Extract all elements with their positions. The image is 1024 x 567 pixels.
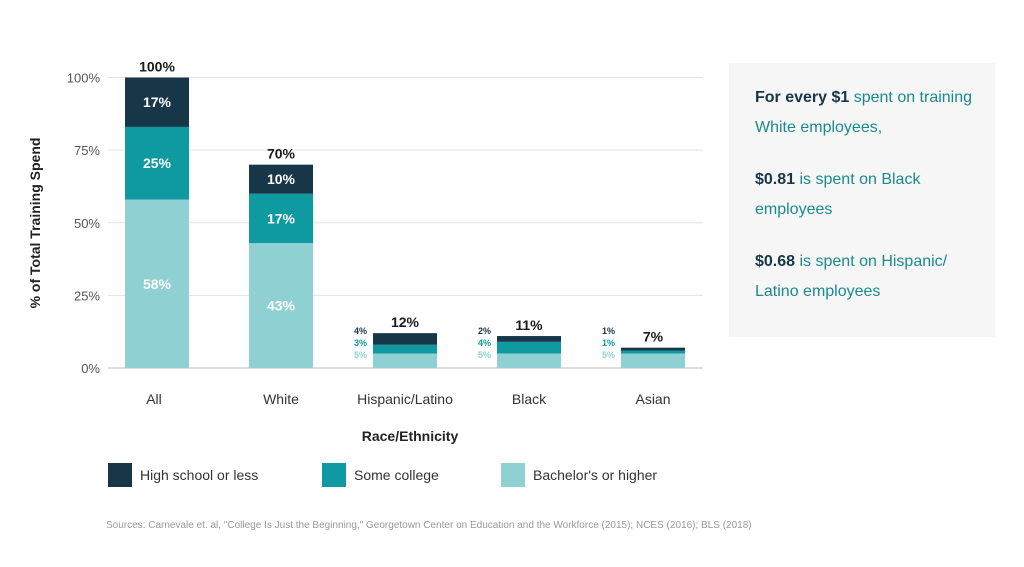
legend-swatch-bachelors xyxy=(501,463,525,487)
segment-label: 10% xyxy=(267,171,296,187)
bar-segment xyxy=(497,353,561,368)
callout-text-3: is spent on Hispanic/ Latino employees xyxy=(755,253,948,300)
bar-segment xyxy=(249,243,313,368)
y-axis-ticks: 0% 25% 50% 75% 100% xyxy=(67,71,101,376)
legend-swatch-some-college xyxy=(322,463,346,487)
bar-total-label: 7% xyxy=(643,329,664,345)
x-category-label: White xyxy=(263,391,299,407)
legend-label-bachelors: Bachelor's or higher xyxy=(533,467,658,483)
callout-text-1: spent on training White employees, xyxy=(755,89,973,136)
legend-label-some-college: Some college xyxy=(354,467,439,483)
bar-total-label: 11% xyxy=(515,317,543,333)
y-tick-label: 25% xyxy=(74,288,100,303)
bar-segment xyxy=(249,164,313,194)
bar-segment xyxy=(497,336,561,342)
callout-bold-3: $0.68 xyxy=(755,253,796,270)
segment-side-label: 5% xyxy=(478,350,491,360)
bar-segment xyxy=(373,333,437,345)
y-tick-label: 75% xyxy=(74,143,100,158)
callout-box: For every $1 spent on training White emp… xyxy=(729,63,995,337)
callout-bold-1: For every $1 xyxy=(755,89,850,106)
stacked-bar-chart: 0% 25% 50% 75% 100% 58% 25% 17% 100% 43% 17% 10% 70… xyxy=(27,59,703,444)
segment-side-label: 5% xyxy=(602,350,615,360)
bar-segment xyxy=(125,77,189,127)
segment-label: 17% xyxy=(267,210,296,226)
segment-side-label: 5% xyxy=(354,350,367,360)
y-axis-title: % of Total Training Spend xyxy=(27,138,43,309)
bar-total-label: 12% xyxy=(391,314,420,330)
segment-label: 25% xyxy=(143,155,172,171)
x-axis-categories: All White Hispanic/Latino Black Asian xyxy=(146,391,670,407)
bar-segment xyxy=(621,350,685,354)
segment-label: 17% xyxy=(143,94,172,110)
segment-side-label: 3% xyxy=(354,338,367,348)
bar-segment xyxy=(621,353,685,368)
y-tick-label: 100% xyxy=(67,71,101,86)
bar-segment xyxy=(497,341,561,354)
callout-text-2: is spent on Black employees xyxy=(755,171,921,218)
bar-segment xyxy=(125,199,189,368)
x-category-label: All xyxy=(146,391,162,407)
legend-item-some-college: Some college xyxy=(322,462,439,488)
legend-label-high-school: High school or less xyxy=(140,467,259,483)
y-tick-label: 50% xyxy=(74,216,100,231)
x-category-label: Hispanic/Latino xyxy=(357,391,453,407)
bars: 58% 25% 17% 100% 43% 17% 10% 70% 5% 3% 4% 12% 5% 4% 2%… xyxy=(125,59,685,368)
segment-side-label: 4% xyxy=(478,338,491,348)
callout-bold-2: $0.81 xyxy=(755,171,796,188)
x-axis-title: Race/Ethnicity xyxy=(362,428,459,444)
segment-side-label: 2% xyxy=(478,326,491,336)
bar-segment xyxy=(249,193,313,244)
legend-item-bachelors: Bachelor's or higher xyxy=(501,462,657,488)
segment-side-label: 1% xyxy=(602,326,615,336)
segment-label: 43% xyxy=(267,298,296,314)
x-category-label: Black xyxy=(512,391,547,407)
gridlines xyxy=(108,77,703,369)
source-note: Sources: Carnevale et. al, "College Is J… xyxy=(106,520,752,531)
legend-item-high-school: High school or less xyxy=(108,462,258,488)
bar-total-label: 70% xyxy=(267,146,296,162)
legend-swatch-high-school xyxy=(108,463,132,487)
bar-segment xyxy=(621,347,685,351)
callout-line-1: For every $1 spent on training White emp… xyxy=(755,83,977,143)
bar-total-label: 100% xyxy=(139,59,175,75)
segment-side-label: 1% xyxy=(602,338,615,348)
callout-line-3: $0.68 is spent on Hispanic/ Latino emplo… xyxy=(755,247,977,307)
callout-line-2: $0.81 is spent on Black employees xyxy=(755,165,977,225)
bar-segment xyxy=(125,126,189,200)
x-category-label: Asian xyxy=(635,391,670,407)
legend: High school or less Some college Bachelo… xyxy=(108,462,708,490)
bar-segment xyxy=(373,344,437,354)
segment-label: 58% xyxy=(143,276,172,292)
y-tick-label: 0% xyxy=(81,361,100,376)
bar-segment xyxy=(373,353,437,368)
segment-side-label: 4% xyxy=(354,326,367,336)
